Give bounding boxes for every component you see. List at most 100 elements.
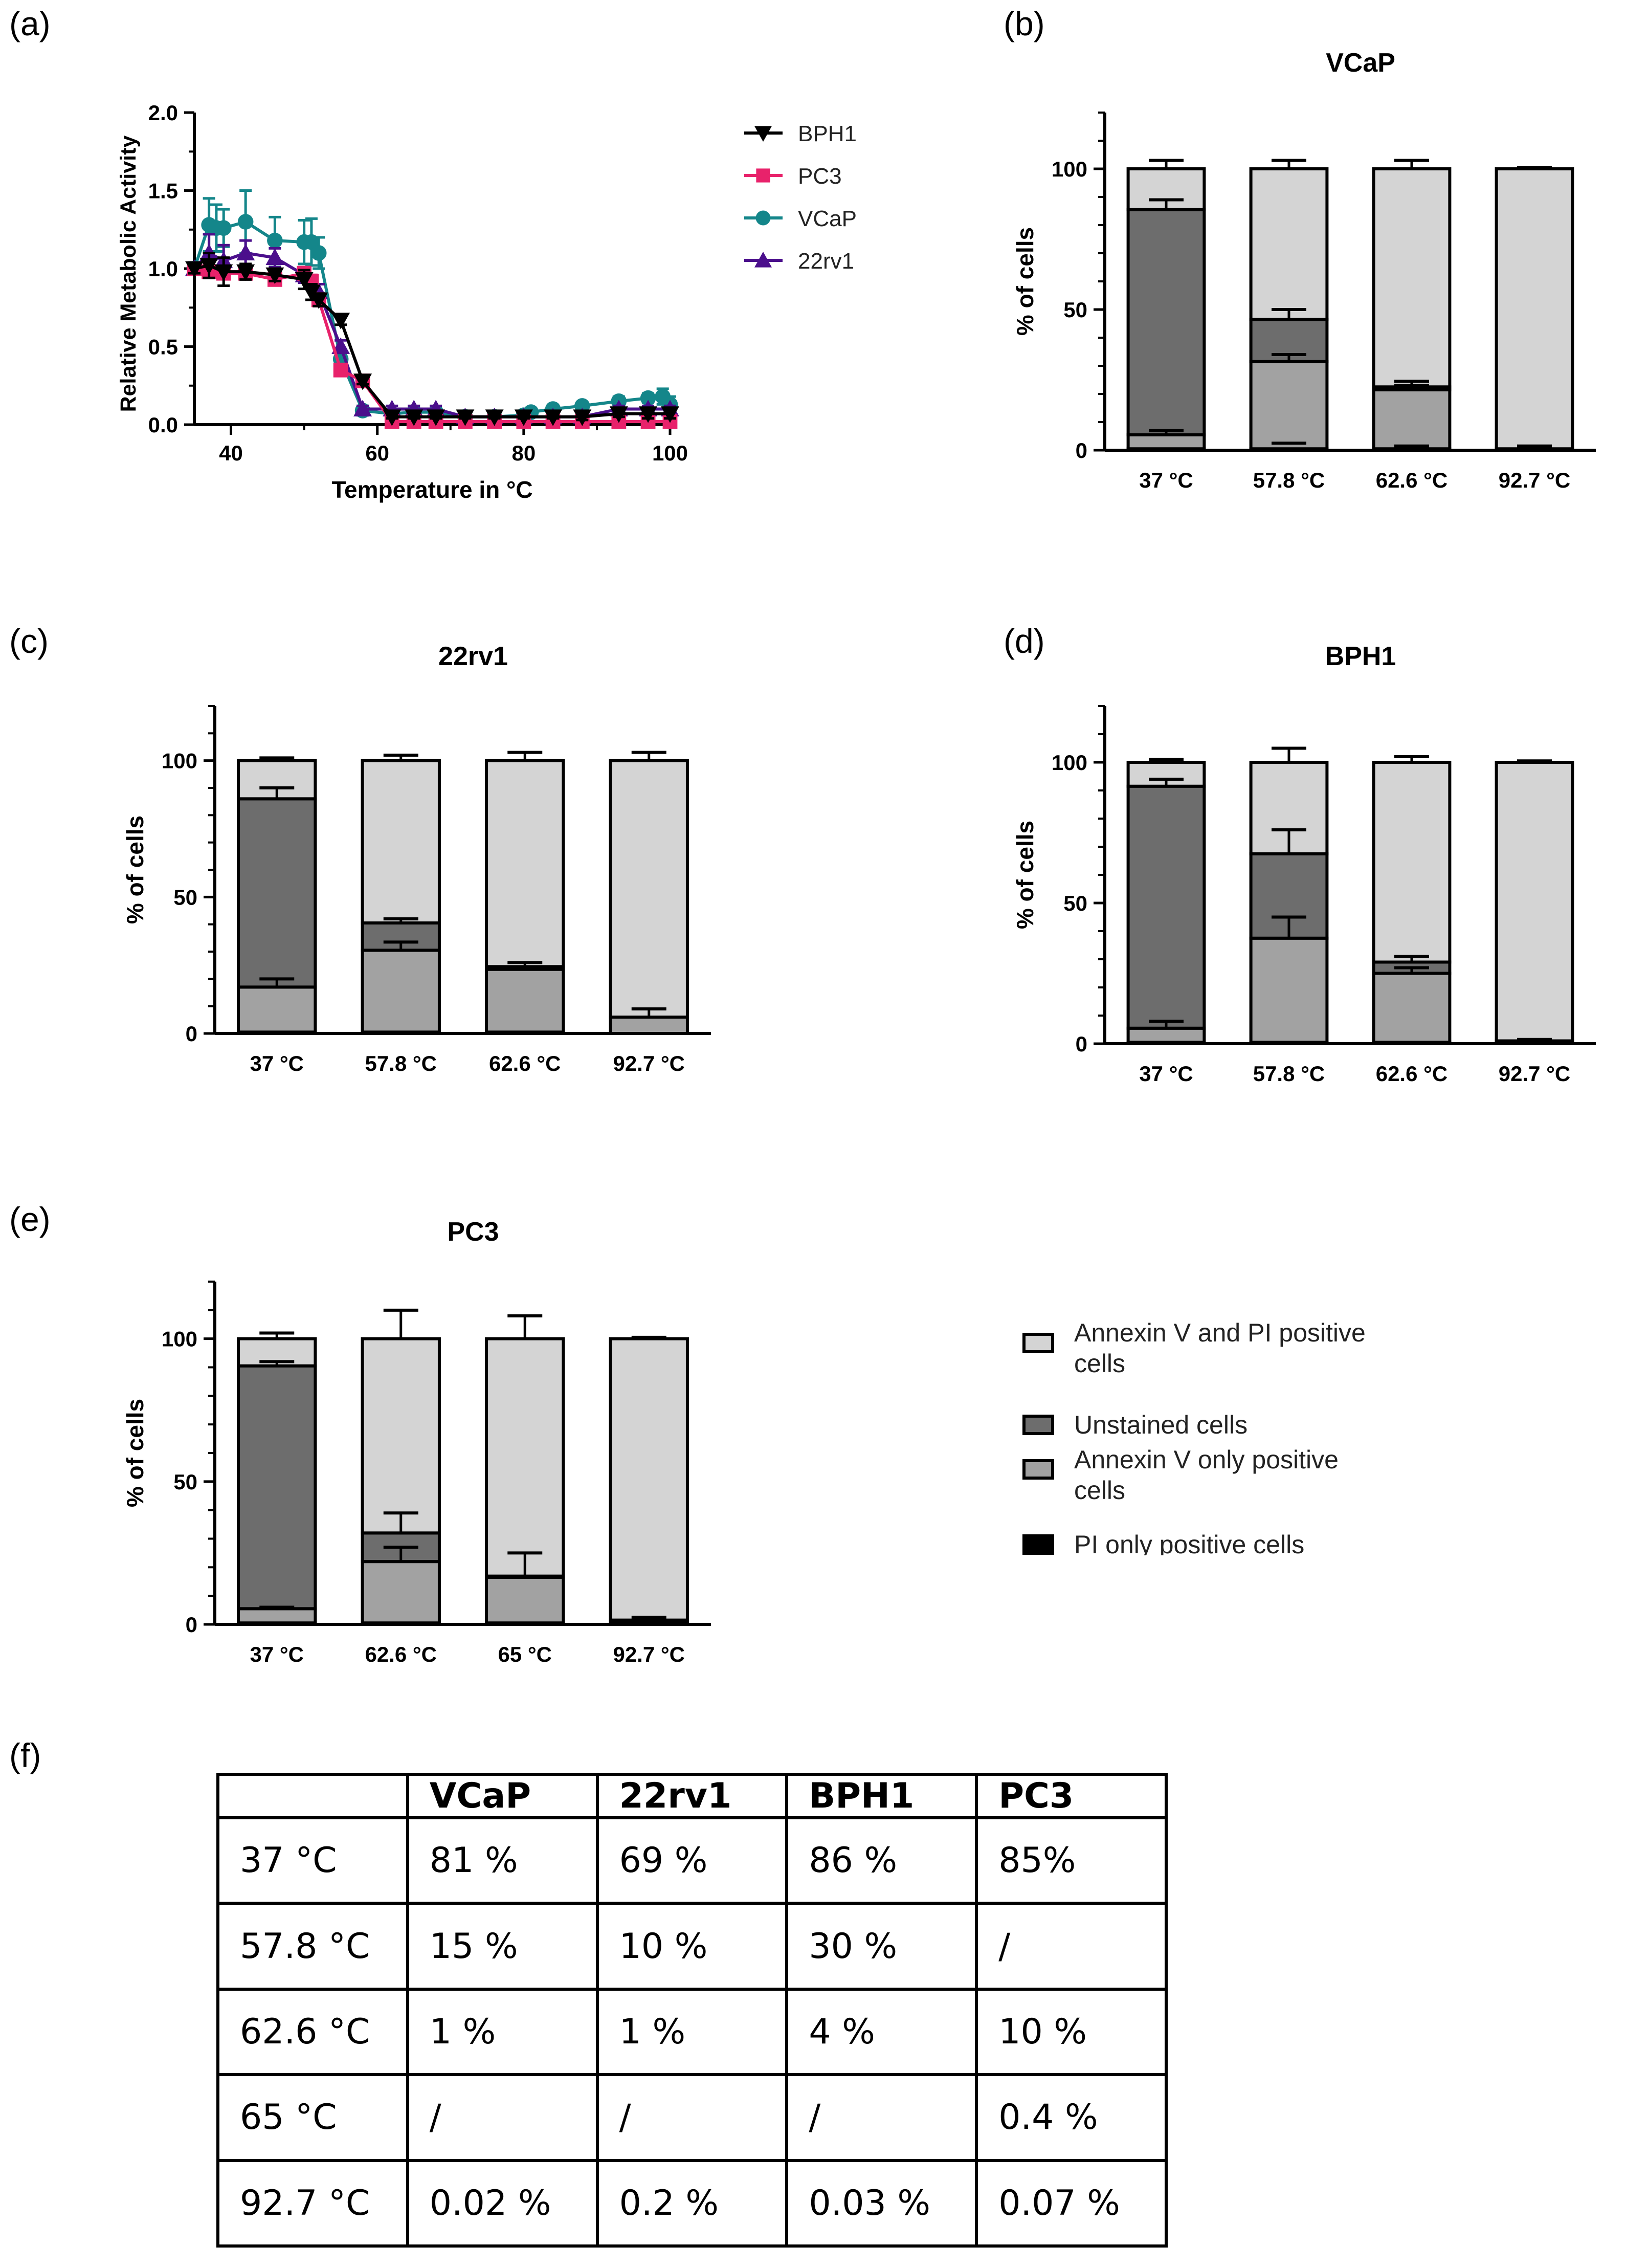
table-cell: 0.2 % <box>595 2159 789 2248</box>
table-cell: 1 % <box>595 1987 789 2077</box>
panel-f-table: VCaP 22rv1 BPH1 PC3 37 °C 81 % 69 % 86 %… <box>216 1773 1168 2248</box>
y-axis-title: Relative Metabolic Activity <box>116 135 141 412</box>
series-bph1 <box>185 252 679 426</box>
table-cell: 85% <box>975 1816 1168 1905</box>
data-point <box>427 409 446 426</box>
table-cell: / <box>595 2073 789 2162</box>
bar-578C <box>1249 746 1329 1045</box>
table-header-cell: VCaP <box>406 1773 599 1819</box>
series-line <box>193 220 672 419</box>
bar-927C <box>609 751 689 1035</box>
x-tick-label: 60 <box>365 441 389 465</box>
bar-927C <box>1495 166 1574 452</box>
table-row: 92.7 °C 0.02 % 0.2 % 0.03 % 0.07 % <box>216 2159 1168 2248</box>
bar-segment-annexin-only <box>1126 1026 1206 1044</box>
bar-578C <box>361 754 441 1035</box>
bar-segment-annexin-only <box>237 1607 317 1625</box>
table-header-cell: PC3 <box>975 1773 1168 1819</box>
x-tick-label: 100 <box>652 441 688 465</box>
x-tick-label: 37 °C <box>250 1051 304 1075</box>
data-point <box>640 390 656 406</box>
y-tick-label: 100 <box>162 749 197 773</box>
legend-swatch-unstained <box>1022 1415 1054 1435</box>
series-line <box>194 267 670 423</box>
data-point <box>405 409 424 426</box>
panel-e-pc3-bar-chart: PC3 0 50 100 % of cells 37 °C 62.6 °C 65 °C 92.7… <box>122 1217 711 1666</box>
legend-swatch-pi-only <box>1022 1534 1054 1555</box>
panel-d-bph1-bar-chart: BPH1 0 50 100 % of cells 37 °C 57.8 °C 62.6 °C 9… <box>1012 642 1596 1086</box>
panel-label-b: (b) <box>1004 5 1045 42</box>
table-cell: 0.4 % <box>975 2073 1168 2162</box>
table-cell: 65 °C <box>216 2073 409 2162</box>
table-cell: 1 % <box>406 1987 599 2077</box>
bar-segment-annexin-only <box>485 1575 565 1625</box>
legend-label: VCaP <box>798 206 857 231</box>
bar-segment-dual-positive <box>485 759 565 968</box>
data-point <box>754 252 772 268</box>
x-tick-label: 92.7 °C <box>1499 468 1571 492</box>
data-point <box>456 409 475 426</box>
y-tick-label: 0 <box>186 1613 197 1637</box>
x-tick-label: 62.6 °C <box>365 1642 437 1666</box>
table-cell: 0.03 % <box>785 2159 978 2248</box>
bar-segment-dual-positive <box>1495 761 1574 1043</box>
y-tick-label: 50 <box>173 885 197 909</box>
bar-segment-unstained <box>237 1364 317 1611</box>
bar-578C <box>1249 159 1329 452</box>
bar-segment-dual-positive <box>1249 167 1329 321</box>
data-point <box>267 232 283 249</box>
panel-c-22rv1-bar-chart: 22rv1 0 50 100 % of cells 37 °C 57.8 °C 62.6 °C… <box>122 642 711 1075</box>
data-point <box>661 406 679 423</box>
legend-swatch-dual-positive <box>1022 1333 1054 1353</box>
panel-a-line-chart: 0.0 0.5 1.0 1.5 2.0 40 60 80 100 Temperature in °… <box>116 101 857 503</box>
bar-segment-annexin-only <box>361 1560 441 1625</box>
table-cell: 69 % <box>595 1816 789 1905</box>
bar-chart-legend: Annexin V and PI positive cells Unstained… <box>1022 1318 1366 1555</box>
bar-626C <box>1372 755 1452 1045</box>
bar-segment-dual-positive <box>1372 761 1452 964</box>
y-tick-label: 0 <box>186 1022 197 1046</box>
bar-927C <box>609 1335 689 1626</box>
legend-label: PC3 <box>798 164 842 189</box>
chart-title: VCaP <box>1326 48 1395 78</box>
y-axis-title: % of cells <box>1012 821 1038 929</box>
bar-626C <box>485 751 565 1035</box>
x-tick-label: 92.7 °C <box>613 1051 685 1075</box>
data-point <box>237 214 254 230</box>
bar-segment-unstained <box>1126 784 1206 1030</box>
bar-626C <box>361 1308 441 1626</box>
panel-label-d: (d) <box>1004 622 1045 660</box>
bar-37C <box>1126 159 1206 452</box>
data-point <box>609 406 628 423</box>
bar-65C <box>485 1314 565 1626</box>
data-point <box>333 362 348 378</box>
x-tick-label: 62.6 °C <box>1376 468 1448 492</box>
data-point <box>199 258 218 275</box>
x-tick-label: 40 <box>219 441 243 465</box>
chart-title: BPH1 <box>1325 642 1396 671</box>
bar-segment-annexin-only <box>1249 936 1329 1044</box>
bar-segment-dual-positive <box>1372 167 1452 389</box>
y-tick-label: 100 <box>1052 157 1087 181</box>
data-point <box>383 409 402 426</box>
data-point <box>485 409 504 426</box>
table-cell: 0.07 % <box>975 2159 1168 2248</box>
bar-segment-annexin-only <box>237 985 317 1034</box>
x-tick-label: 57.8 °C <box>1253 468 1325 492</box>
y-axis-title: % of cells <box>122 816 148 924</box>
panel-label-a: (a) <box>9 5 51 42</box>
legend-label-unstained: Unstained cells <box>1074 1411 1248 1439</box>
x-axis-title: Temperature in °C <box>331 476 532 503</box>
data-point <box>544 409 563 426</box>
data-point <box>331 313 350 329</box>
bar-segment-dual-positive <box>1495 167 1574 451</box>
bar-segment-dual-positive <box>361 1337 441 1535</box>
y-tick-label: 1.5 <box>148 179 178 203</box>
data-point <box>639 406 658 423</box>
table-header-cell: 22rv1 <box>595 1773 789 1819</box>
y-axis-title: % of cells <box>1012 227 1038 336</box>
bar-segment-dual-positive <box>361 759 441 924</box>
bar-927C <box>1495 759 1574 1045</box>
legend-label-pi-only: PI only positive cells <box>1074 1530 1304 1555</box>
panel-label-c: (c) <box>9 622 49 660</box>
